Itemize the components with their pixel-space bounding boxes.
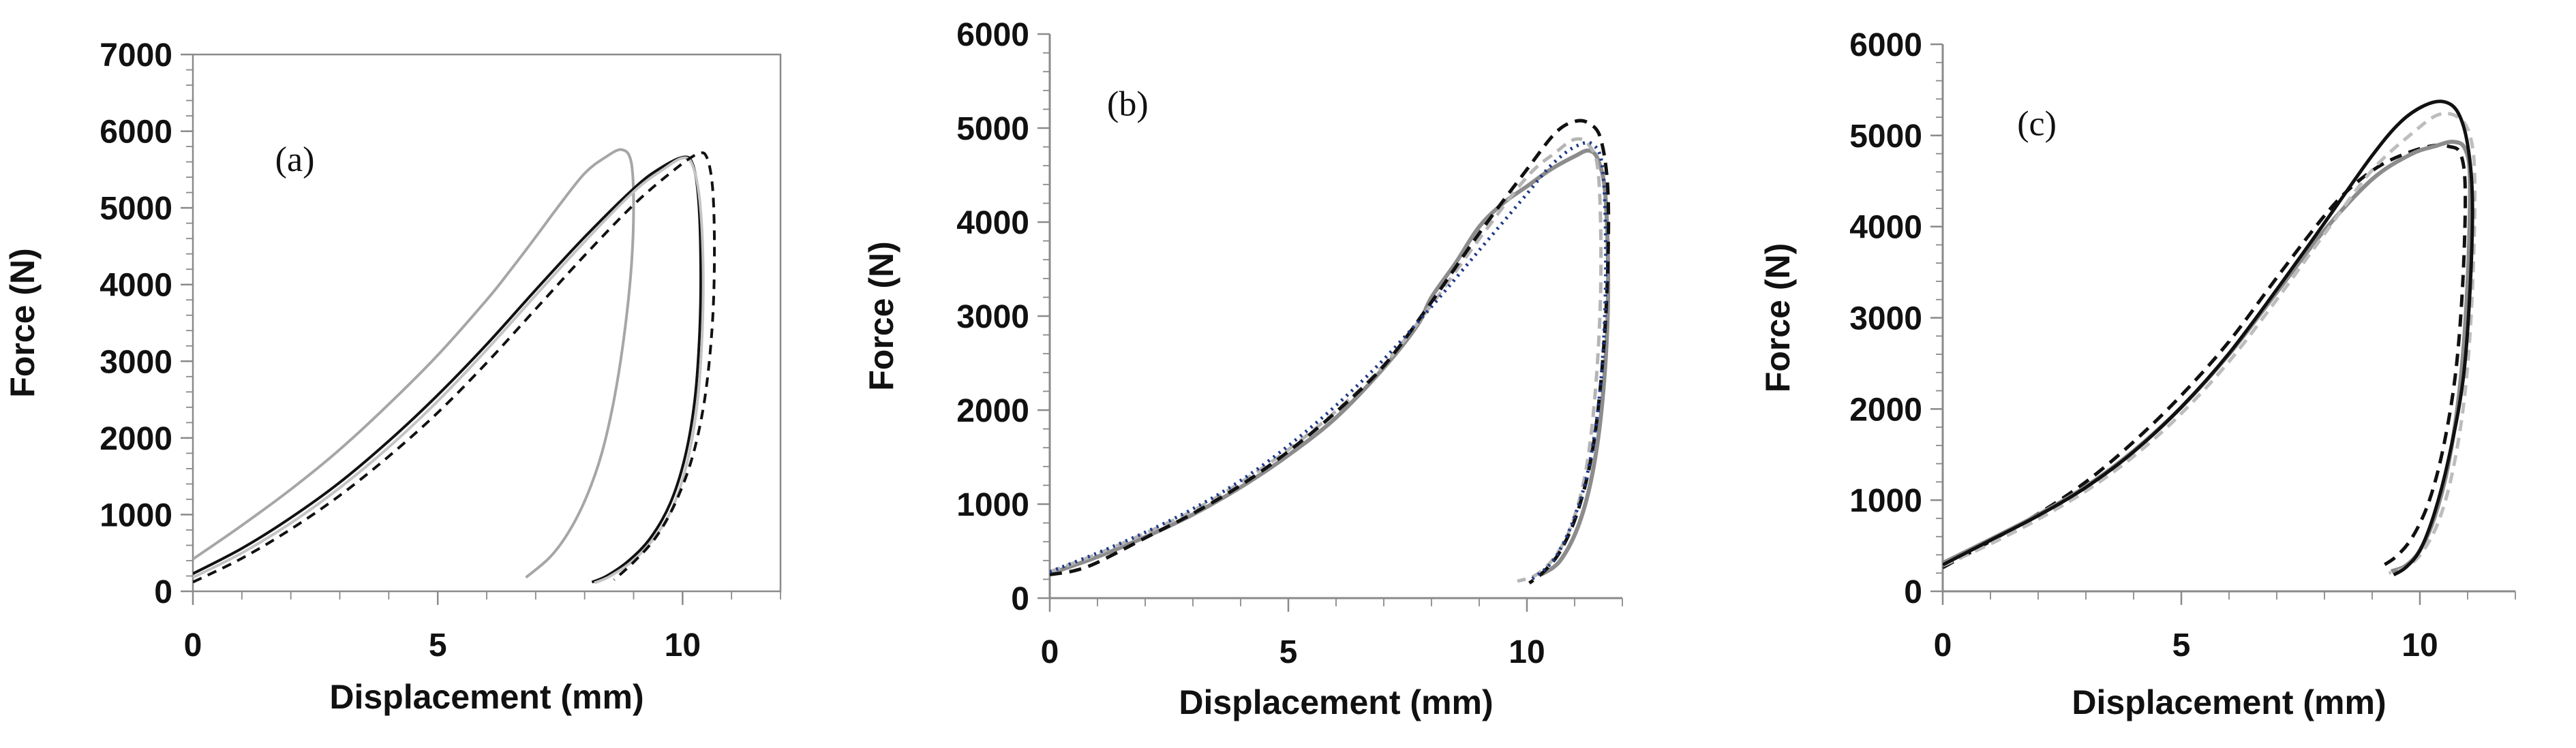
y-tick-label: 0 [154, 574, 172, 610]
panel-label: (b) [1107, 85, 1149, 124]
y-tick-label: 2000 [1849, 392, 1922, 428]
x-tick-label: 10 [1509, 634, 1545, 670]
y-tick-label: 0 [1904, 574, 1922, 610]
y-tick-label: 4000 [100, 268, 172, 304]
panel-c: 0 5 10 0 1000 2000 3000 4000 5000 6000 Displacemen… [1759, 27, 2516, 721]
x-tick-label: 0 [1041, 634, 1059, 670]
x-tick-label: 10 [2401, 627, 2438, 664]
series-line-light-gray-solid [193, 156, 705, 585]
series-line-black-solid [193, 155, 703, 584]
y-tick-label: 3000 [956, 299, 1029, 335]
y-tick-label: 5000 [956, 111, 1029, 147]
y-axis-title: Force (N) [862, 241, 900, 390]
series-line-black-dashed [1943, 143, 2468, 570]
y-tick-label: 1000 [1849, 483, 1922, 519]
x-axis-title: Displacement (mm) [329, 678, 643, 716]
y-tick-label: 6000 [956, 17, 1029, 53]
y-tick-label: 5000 [100, 191, 172, 227]
series-line-light-gray-dashed [1943, 112, 2477, 575]
x-axis-title: Displacement (mm) [1179, 683, 1493, 721]
y-tick-label: 4000 [956, 205, 1029, 241]
y-tick-label: 1000 [100, 497, 172, 533]
x-tick-label: 5 [1279, 634, 1298, 670]
series-line-black-solid [1943, 99, 2474, 577]
y-axis-title: Force (N) [1759, 243, 1797, 392]
series-line-light-gray-dashed [1050, 137, 1603, 583]
panel-b: 0 5 10 0 1000 2000 3000 4000 5000 6000 Displacemen… [862, 17, 1623, 721]
y-tick-label: 6000 [1849, 27, 1922, 63]
y-tick-label: 3000 [1849, 301, 1922, 337]
y-tick-label: 3000 [100, 344, 172, 380]
y-tick-label: 0 [1011, 581, 1029, 617]
series-line-black-dashed [193, 151, 716, 584]
x-tick-label: 10 [665, 627, 701, 664]
y-tick-label: 2000 [956, 393, 1029, 429]
y-tick-label: 6000 [100, 114, 172, 151]
series-line-blue-dotted [1050, 140, 1608, 581]
x-tick-label: 0 [1934, 627, 1952, 664]
y-tick-label: 1000 [956, 487, 1029, 523]
panel-a: 0 5 10 0 1000 2000 3000 4000 5000 6000 7000 Displac… [3, 37, 782, 716]
series-line-gray-solid [1943, 140, 2472, 574]
x-axis-title: Displacement (mm) [2072, 683, 2386, 721]
y-axis-title: Force (N) [3, 248, 42, 397]
x-tick-label: 5 [2172, 627, 2191, 664]
series-line-black-dashed [1050, 119, 1611, 585]
x-tick-label: 0 [184, 627, 202, 664]
plot-frame [192, 53, 782, 593]
panel-label: (c) [2017, 104, 2057, 143]
y-tick-label: 7000 [100, 37, 172, 74]
y-tick-label: 2000 [100, 421, 172, 457]
series-line-gray-solid [193, 148, 635, 579]
y-tick-label: 5000 [1849, 119, 1922, 155]
panel-label: (a) [275, 140, 315, 179]
series-line-gray-solid [1050, 148, 1611, 577]
y-tick-label: 4000 [1849, 210, 1922, 246]
x-tick-label: 5 [429, 627, 447, 664]
